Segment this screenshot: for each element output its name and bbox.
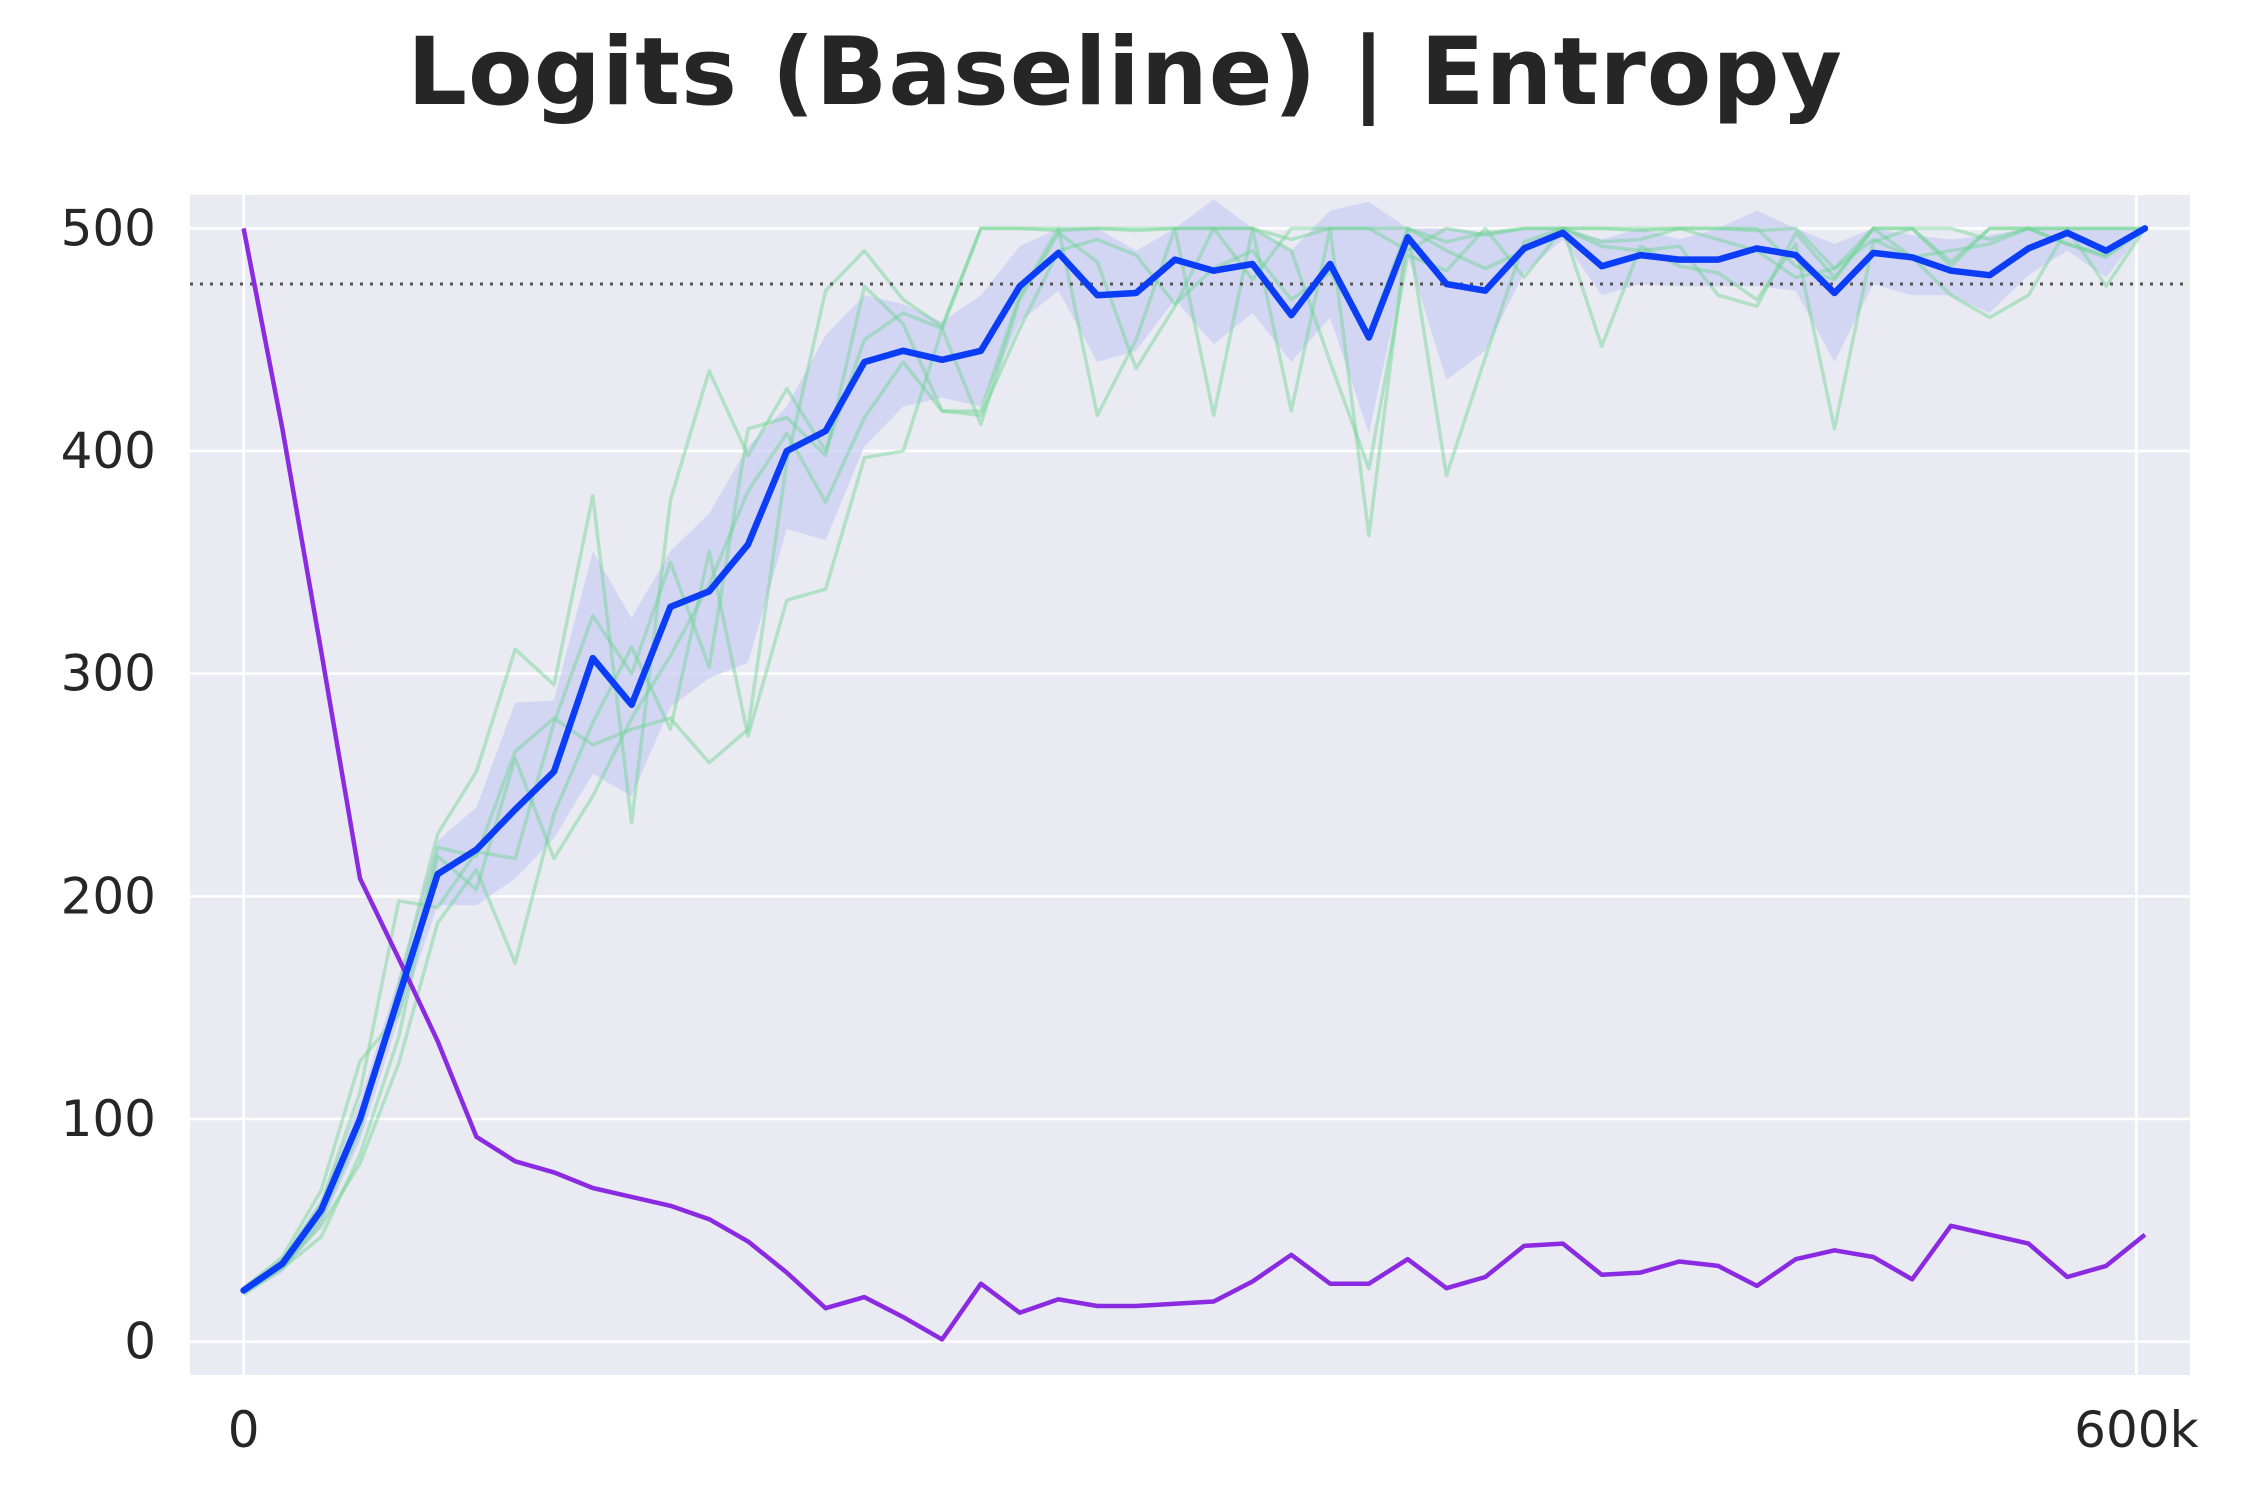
run-line (242, 226, 2146, 1292)
y-tick-label: 300 (61, 645, 156, 703)
run-line (242, 226, 2146, 1297)
run-line (242, 226, 2145, 1290)
mean-line (240, 225, 2149, 1294)
grid-lines (190, 195, 2190, 1375)
run-line (242, 226, 2145, 1295)
y-tick-label: 400 (61, 422, 156, 480)
y-tick-label: 100 (61, 1090, 156, 1148)
y-tick-label: 200 (61, 867, 156, 925)
chart-title: Logits (Baseline) | Entropy (407, 18, 1843, 127)
y-tick-label: 0 (124, 1313, 156, 1371)
x-tick-label: 600k (2074, 1401, 2198, 1459)
y-tick-labels: 0 100 200 300 400 500 (61, 199, 156, 1370)
confidence-band (243, 199, 2145, 1295)
entropy-line-layer (241, 227, 2147, 1342)
mean-line-layer (240, 225, 2149, 1294)
y-tick-label: 500 (61, 199, 156, 257)
x-tick-labels: 0 600k (228, 1401, 2199, 1459)
confidence-band-layer (243, 199, 2145, 1295)
x-tick-label: 0 (228, 1401, 260, 1459)
entropy-line (241, 227, 2147, 1342)
